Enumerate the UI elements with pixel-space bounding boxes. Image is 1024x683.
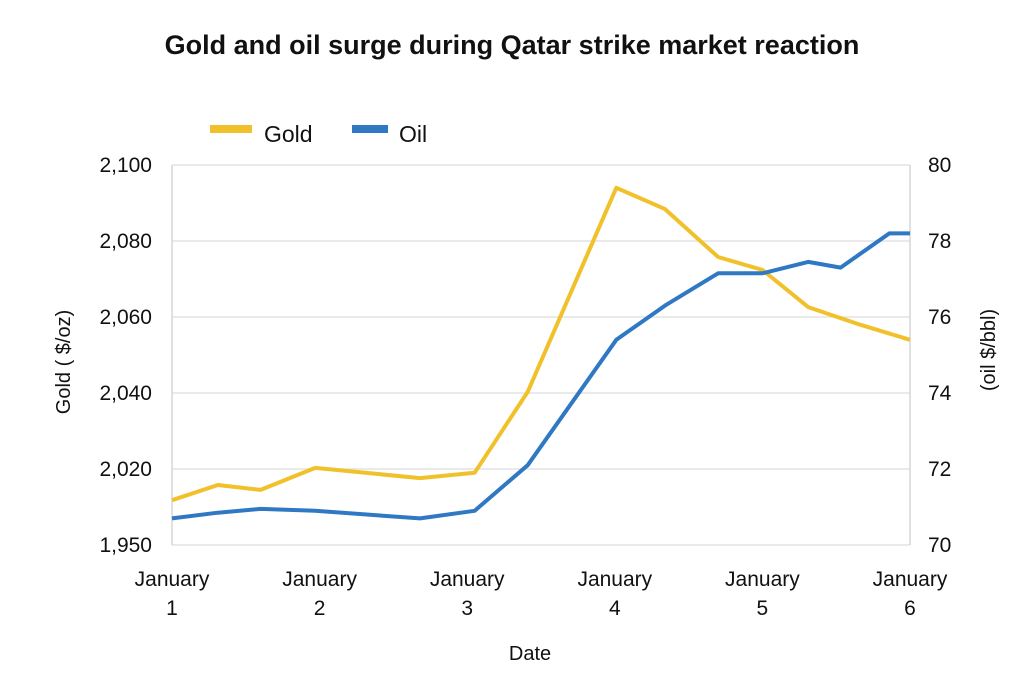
y-left-tick-label: 2,040: [99, 382, 152, 405]
y-right-tick-label: 76: [928, 306, 951, 329]
legend-label-oil: Oil: [399, 121, 427, 147]
x-tick-label: January: [873, 568, 948, 591]
y-left-tick-label: 1,950: [99, 534, 152, 557]
y-left-tick-label: 2,060: [99, 306, 152, 329]
x-tick-label: 3: [461, 597, 473, 620]
y-right-tick-label: 80: [928, 154, 951, 177]
x-tick-label: 4: [609, 597, 621, 620]
y-right-tick-label: 72: [928, 458, 951, 481]
x-tick-label: 5: [757, 597, 769, 620]
x-tick-label: January: [577, 568, 652, 591]
x-tick-label: 1: [166, 597, 178, 620]
legend-swatch-gold: [210, 125, 252, 133]
x-axis-label: Date: [509, 643, 551, 665]
series-line-gold: [171, 185, 911, 503]
series-line-oil: [171, 231, 910, 521]
y-left-axis-label: Gold ( $/oz): [53, 310, 75, 414]
legend-swatch-oil: [352, 125, 388, 133]
y-right-tick-label: 74: [928, 382, 952, 405]
x-tick-label: January: [430, 568, 505, 591]
x-tick-label: January: [282, 568, 357, 591]
y-left-tick-label: 2,020: [99, 458, 152, 481]
y-right-tick-label: 70: [928, 534, 951, 557]
y-left-tick-label: 2,080: [99, 230, 152, 253]
chart-title: Gold and oil surge during Qatar strike m…: [164, 30, 860, 60]
x-tick-label: January: [725, 568, 800, 591]
y-left-tick-label: 2,100: [99, 154, 152, 177]
x-tick-label: January: [135, 568, 210, 591]
x-tick-label: 6: [904, 597, 916, 620]
legend-label-gold: Gold: [264, 121, 313, 147]
y-right-axis-label: (oil $/bbl): [978, 309, 1000, 391]
y-right-tick-label: 78: [928, 230, 951, 253]
x-tick-label: 2: [314, 597, 326, 620]
